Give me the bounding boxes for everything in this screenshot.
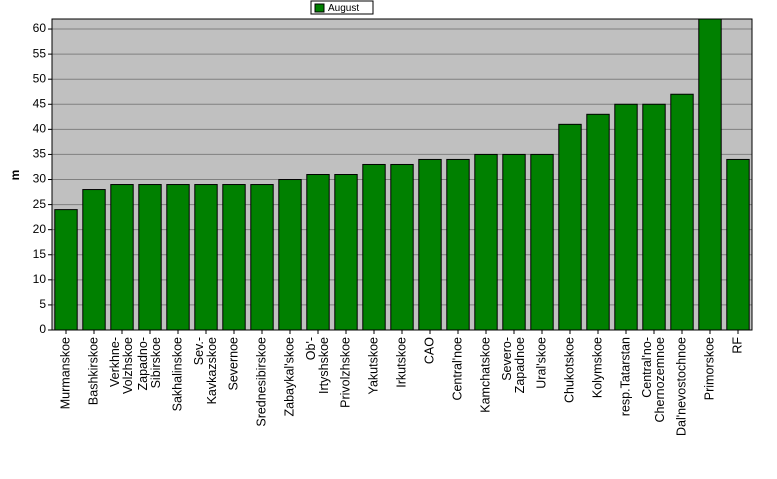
x-tick-label: Bashkirskoe — [86, 337, 101, 406]
x-tick-label: Primorskoe — [702, 337, 717, 401]
legend-box — [310, 0, 374, 15]
y-tick-label: 45 — [33, 96, 47, 110]
x-tick-label: RF — [730, 337, 745, 354]
y-tick-label: 40 — [33, 122, 47, 136]
x-tick-label: Ural'skoe — [534, 337, 549, 389]
x-tick-label: Kolymskoe — [590, 337, 605, 399]
x-tick-label: Kamchatskoe — [478, 337, 493, 413]
x-tick-label: Yakutskoe — [366, 337, 381, 395]
x-tick-label: resp.Tatarstan — [618, 337, 633, 417]
y-tick-label: 35 — [33, 147, 47, 161]
bar — [334, 174, 358, 330]
y-axis-label: m — [8, 170, 22, 181]
x-tick-label: Central'no- Chernozemnoe — [640, 337, 667, 423]
x-tick-label: Central'noe — [450, 337, 465, 401]
x-tick-label: Sev.- Kavkazskoe — [192, 337, 219, 405]
y-tick-label: 5 — [39, 297, 46, 311]
y-tick-label: 60 — [33, 21, 47, 35]
bar — [530, 153, 554, 330]
bar — [390, 163, 414, 330]
bar — [250, 184, 274, 330]
x-tick-label: Privolzhskoe — [338, 337, 353, 408]
x-tick-label: Dal'nevostochnoe — [674, 337, 689, 436]
bar — [306, 174, 330, 330]
bar — [726, 158, 750, 330]
x-tick-label: Severo- Zapadnoe — [500, 337, 527, 394]
y-tick-label: 20 — [33, 222, 47, 236]
bar — [614, 103, 638, 330]
x-tick-label: Srednesibirskoe — [254, 337, 269, 427]
x-tick-label: Sakhalinskoe — [170, 337, 185, 412]
bar — [278, 179, 302, 330]
bar — [194, 184, 218, 330]
bar — [222, 184, 246, 330]
x-tick-label: Irkutskoe — [394, 337, 409, 388]
y-tick-label: 0 — [39, 322, 46, 336]
x-tick-label: Ob'- Irtyshskoe — [304, 337, 331, 394]
bar — [138, 184, 162, 330]
y-tick-label: 25 — [33, 197, 47, 211]
bar — [362, 163, 386, 330]
bar — [166, 184, 190, 330]
y-tick-label: 10 — [33, 272, 47, 286]
x-tick-label: Zapadno- Sibirskoe — [136, 337, 163, 391]
y-tick-label: 30 — [33, 172, 47, 186]
bar — [586, 113, 610, 330]
bar — [698, 19, 722, 330]
y-tick-label: 55 — [33, 46, 47, 60]
x-tick-label: Chukotskoe — [562, 337, 577, 404]
bar — [670, 93, 694, 330]
x-tick-label: Severnoe — [226, 337, 241, 391]
bar — [54, 209, 78, 330]
bar — [418, 158, 442, 330]
y-tick-label: 15 — [33, 247, 47, 261]
x-tick-label: CAO — [422, 337, 437, 365]
x-tick-label: Zabaykal'skoe — [282, 337, 297, 417]
bar — [446, 158, 470, 330]
bar — [558, 123, 582, 330]
legend-label: August — [328, 3, 359, 14]
plot-frame — [51, 18, 753, 331]
legend-swatch — [314, 3, 325, 13]
bar — [110, 184, 134, 330]
x-tick-label: Murmanskoe — [58, 337, 73, 410]
bar — [474, 153, 498, 330]
bar — [642, 103, 666, 330]
x-tick-label: Verkhne- Volzhskoe — [108, 337, 135, 394]
bar — [82, 189, 106, 330]
bar — [502, 153, 526, 330]
y-tick-label: 50 — [33, 71, 47, 85]
